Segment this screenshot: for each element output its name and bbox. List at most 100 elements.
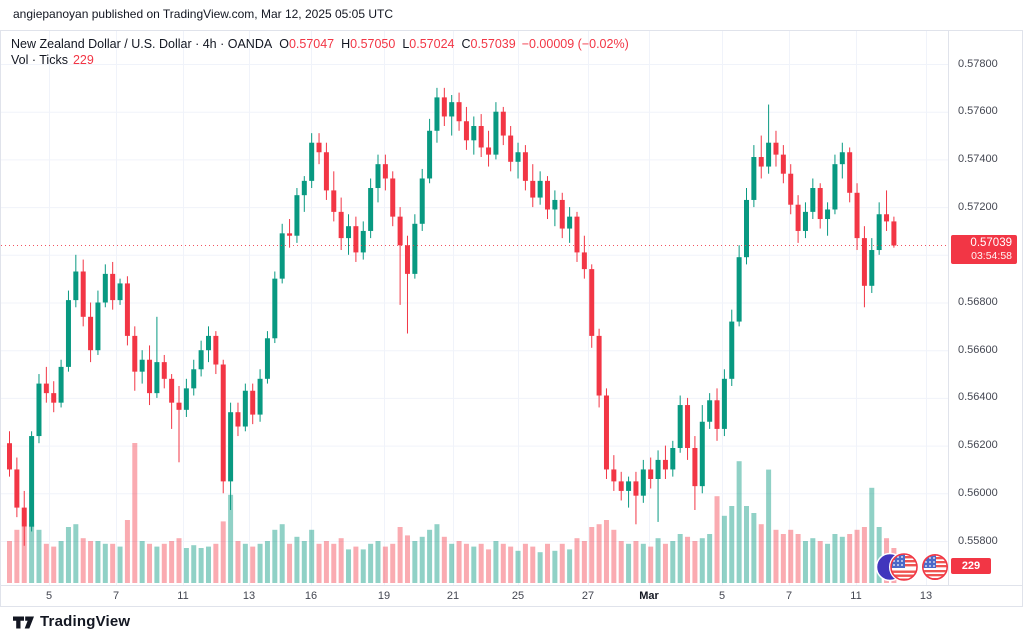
candle-body [861, 238, 867, 286]
candle-body [626, 481, 632, 491]
candle-body [552, 199, 558, 210]
candle-body [817, 188, 823, 220]
chart-legend: New Zealand Dollar / U.S. Dollar · 4h · … [11, 36, 629, 68]
tradingview-logo-text: TradingView [40, 613, 131, 630]
time-axis-label: Mar [639, 590, 659, 602]
volume-bar [530, 546, 536, 583]
volume-bar [65, 527, 71, 583]
candle-body [449, 102, 455, 117]
high-label: H [341, 37, 351, 51]
volume-bar [677, 534, 683, 583]
volume-bar [515, 550, 521, 583]
volume-bar [191, 545, 197, 583]
candle-body [463, 121, 469, 141]
volume-bar [552, 550, 558, 583]
volume-bar [102, 543, 108, 583]
volume-bar [876, 527, 882, 583]
time-axis-label: 27 [581, 590, 595, 602]
candle-body [353, 226, 359, 253]
time-axis: 5 7 11 13 16 19 21 25 27 Mar 5 7 11 13 [1, 585, 1022, 607]
volume-bar [839, 536, 845, 583]
volume-bar [626, 543, 632, 583]
candle-body [338, 211, 344, 239]
volume-bar [213, 543, 219, 583]
volume-bar [110, 543, 116, 583]
candle-body [662, 459, 668, 470]
tradingview-logo: TradingView [13, 613, 130, 630]
candle-body [567, 216, 573, 229]
volume-bar [758, 524, 764, 583]
volume-bar [43, 543, 49, 583]
candle-body [419, 178, 425, 224]
volume-bar [427, 529, 433, 583]
candle-body [51, 393, 57, 403]
candle-body [522, 152, 528, 181]
volume-bar [478, 543, 484, 583]
candle-body [633, 481, 639, 496]
volume-bar [154, 546, 160, 583]
candle-body [618, 481, 624, 491]
candle-body [257, 378, 263, 415]
candle-body [7, 443, 12, 470]
candle-body [21, 507, 27, 527]
volume-bar [29, 524, 35, 583]
candle-body [14, 469, 20, 508]
candle-body [456, 102, 462, 122]
symbol-flag-icons [873, 549, 949, 585]
candle-body [205, 335, 211, 351]
candle-body [707, 400, 713, 422]
volume-bar [795, 534, 801, 583]
candle-body [795, 204, 801, 231]
volume-bar [220, 521, 226, 583]
candle-body [242, 390, 248, 427]
candle-body [788, 173, 794, 205]
candle-body [537, 180, 543, 198]
time-axis-label: 21 [446, 590, 460, 602]
volume-bar [508, 546, 514, 583]
volume-bar [183, 548, 189, 583]
candle-body [412, 223, 418, 274]
volume-bar [788, 529, 794, 583]
change-value: −0.00009 (−0.02%) [521, 37, 629, 51]
volume-bar [139, 541, 145, 583]
volume-bar [309, 529, 315, 583]
volume-bar [434, 524, 440, 583]
price-axis-label: 0.55800 [958, 534, 998, 547]
candle-body [102, 273, 108, 303]
volume-bar [132, 443, 138, 583]
candle-body [147, 359, 153, 394]
candle-body [825, 209, 831, 220]
candle-body [670, 447, 676, 470]
volume-bar [124, 520, 130, 583]
candle-body [736, 257, 742, 322]
volume-bar [161, 543, 167, 583]
candle-body [390, 178, 396, 217]
candle-body [751, 157, 757, 200]
price-axis-label: 0.56400 [958, 391, 998, 404]
volume-bar [375, 541, 381, 583]
time-axis-label: 19 [377, 590, 391, 602]
legend-line-2: Vol · Ticks 229 [11, 52, 629, 68]
volume-bar [721, 515, 727, 583]
volume-bar [331, 543, 337, 583]
volume-bar [14, 529, 20, 583]
bar-countdown: 03:54:58 [971, 250, 1012, 263]
volume-bar [323, 541, 329, 583]
candle-body [744, 199, 749, 258]
candle-body [685, 405, 691, 448]
time-axis-label: 13 [919, 590, 933, 602]
candle-body [714, 400, 720, 429]
candle-body [545, 180, 551, 210]
volume-bar [486, 549, 492, 583]
symbol-title: New Zealand Dollar / U.S. Dollar · 4h · … [11, 37, 273, 51]
usd-flag-icon-2 [921, 554, 948, 580]
volume-bar [382, 546, 388, 583]
time-axis-label: 16 [304, 590, 318, 602]
volume-bar [80, 538, 86, 583]
candle-body [559, 199, 565, 229]
candle-body [891, 221, 897, 246]
volume-bar [537, 552, 543, 583]
time-axis-label: 11 [177, 590, 189, 602]
candle-body [191, 369, 197, 389]
